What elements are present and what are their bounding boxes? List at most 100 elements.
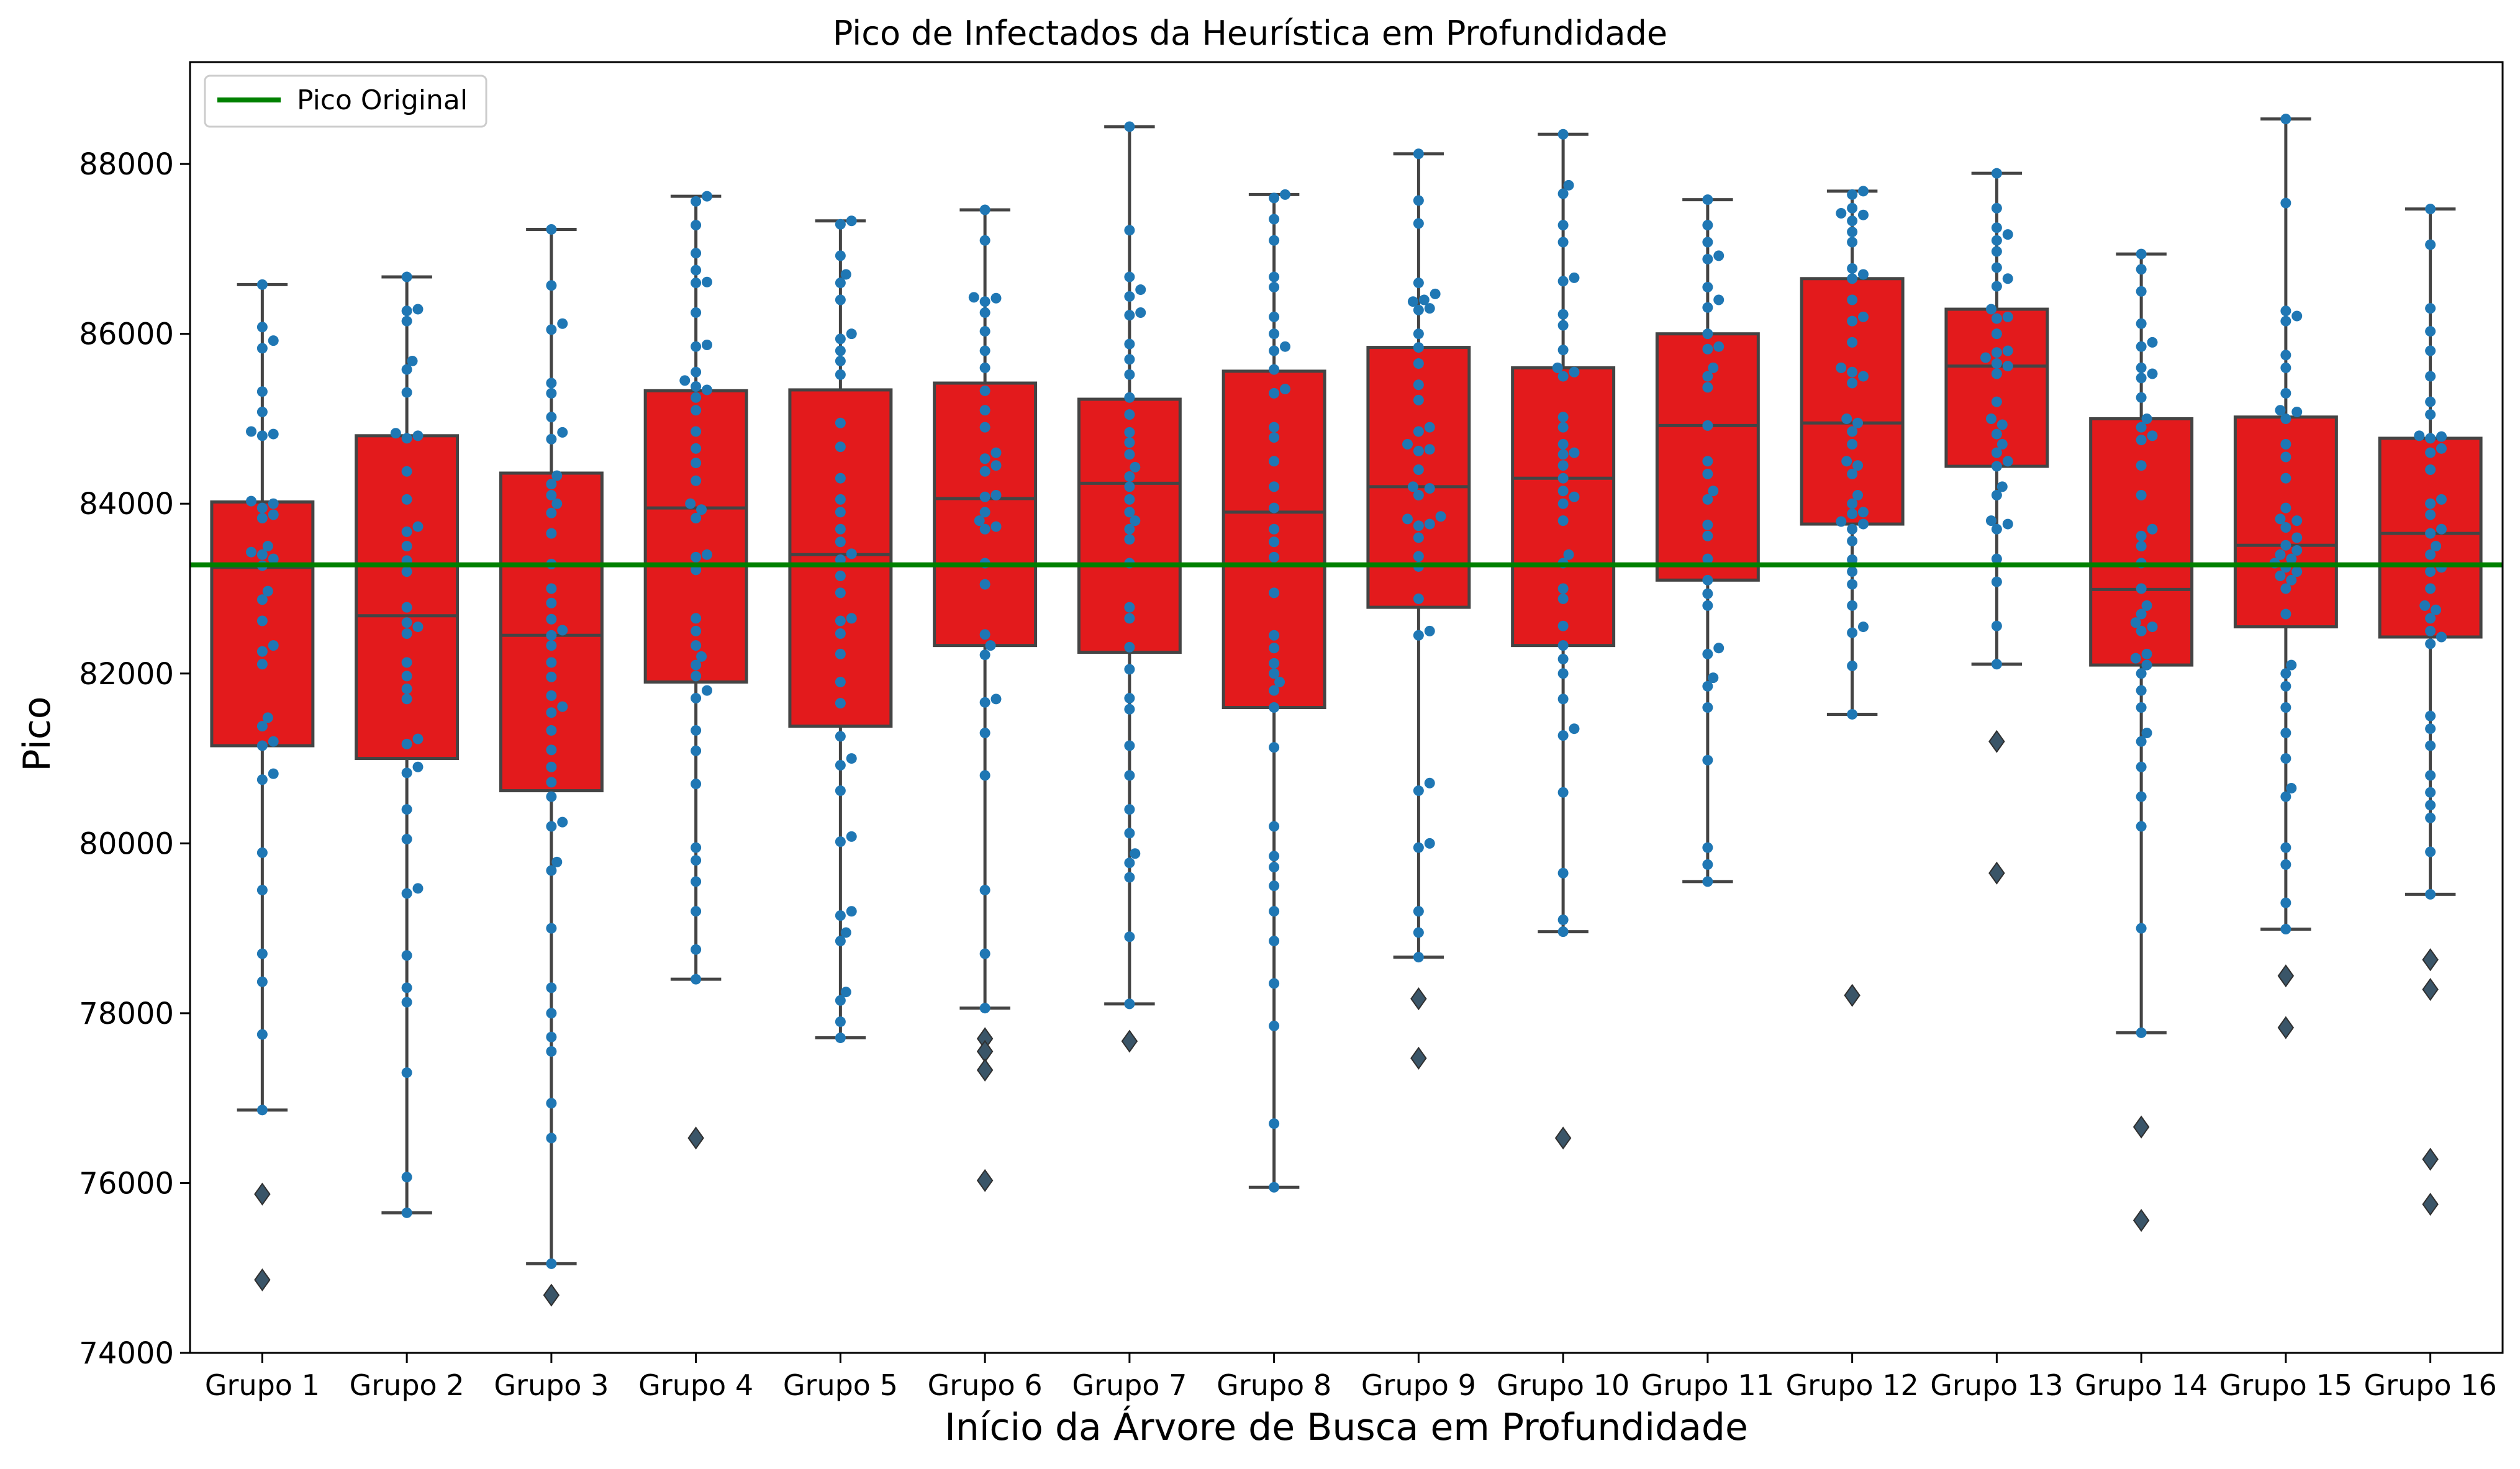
swarm-point xyxy=(1847,315,1858,327)
swarm-point xyxy=(412,430,424,441)
swarm-point xyxy=(1857,186,1869,197)
swarm-point xyxy=(2291,532,2303,543)
swarm-point xyxy=(1847,708,1858,720)
swarm-point xyxy=(1847,366,1858,377)
swarm-point xyxy=(1269,587,1280,599)
swarm-point xyxy=(256,976,268,987)
swarm-point xyxy=(256,659,268,670)
swarm-point xyxy=(1569,272,1580,283)
x-tick-label: Grupo 2 xyxy=(350,1368,465,1402)
swarm-point xyxy=(1708,486,1719,497)
swarm-point xyxy=(701,384,712,396)
swarm-point xyxy=(401,1207,412,1218)
swarm-point xyxy=(2130,653,2141,664)
swarm-point xyxy=(2141,648,2152,659)
swarm-point xyxy=(691,876,702,887)
swarm-point xyxy=(2425,710,2436,721)
swarm-point xyxy=(835,219,846,230)
swarm-point xyxy=(691,855,702,866)
swarm-point xyxy=(1424,838,1435,849)
swarm-point xyxy=(1702,237,1713,248)
swarm-point xyxy=(1269,192,1280,204)
swarm-point xyxy=(1135,284,1146,296)
swarm-point xyxy=(1124,409,1135,420)
swarm-point xyxy=(2280,387,2291,399)
swarm-point xyxy=(256,885,268,896)
swarm-point xyxy=(1124,523,1135,535)
swarm-point xyxy=(835,536,846,548)
swarm-point xyxy=(557,625,568,636)
swarm-point xyxy=(401,1172,412,1183)
swarm-point xyxy=(401,364,412,375)
swarm-point xyxy=(2436,443,2447,454)
swarm-point xyxy=(1124,664,1135,675)
swarm-point xyxy=(835,785,846,797)
swarm-point xyxy=(1702,468,1713,479)
swarm-point xyxy=(1269,536,1280,548)
swarm-point xyxy=(691,692,702,703)
swarm-point xyxy=(1424,422,1435,433)
swarm-point xyxy=(1402,513,1413,525)
swarm-point xyxy=(1124,271,1135,282)
swarm-point xyxy=(2002,456,2013,467)
boxes-layer xyxy=(210,117,2483,1265)
y-tick-label: 84000 xyxy=(79,487,174,522)
swarm-point xyxy=(1407,481,1418,492)
swarm-point xyxy=(1413,195,1424,206)
swarm-point xyxy=(1847,600,1858,611)
swarm-point xyxy=(691,307,702,318)
swarm-point xyxy=(1557,593,1569,604)
swarm-point xyxy=(401,997,412,1008)
swarm-point xyxy=(990,490,1002,501)
swarm-point xyxy=(546,640,557,651)
swarm-point xyxy=(835,676,846,687)
swarm-point xyxy=(1269,214,1280,225)
swarm-point xyxy=(1124,692,1135,703)
swarm-point xyxy=(1124,703,1135,715)
swarm-point xyxy=(2136,435,2147,446)
swarm-point xyxy=(835,369,846,380)
swarm-point xyxy=(2425,625,2436,636)
swarm-point xyxy=(546,507,557,518)
swarm-point xyxy=(256,594,268,605)
swarm-point xyxy=(2275,405,2286,416)
swarm-point xyxy=(979,649,990,661)
x-tick-label: Grupo 14 xyxy=(2075,1368,2208,1402)
swarm-point xyxy=(691,196,702,207)
swarm-point xyxy=(1847,202,1858,214)
swarm-point xyxy=(1413,148,1424,160)
swarm-point xyxy=(979,948,990,959)
swarm-point xyxy=(557,701,568,712)
swarm-point xyxy=(1702,382,1713,393)
swarm-point xyxy=(1702,876,1713,887)
swarm-point xyxy=(1991,659,2002,670)
swarm-point xyxy=(691,906,702,917)
swarm-point xyxy=(979,466,990,477)
box xyxy=(355,434,460,761)
swarm-point xyxy=(1269,821,1280,832)
swarm-point xyxy=(1557,654,1569,665)
swarm-point xyxy=(2280,859,2291,870)
swarm-point xyxy=(691,779,702,790)
swarm-point xyxy=(2002,229,2013,240)
swarm-point xyxy=(979,307,990,318)
swarm-point xyxy=(401,657,412,668)
swarm-point xyxy=(2280,413,2291,424)
swarm-point xyxy=(2136,541,2147,552)
swarm-point xyxy=(979,728,990,739)
swarm-point xyxy=(2425,638,2436,649)
swarm-point xyxy=(256,721,268,732)
swarm-point xyxy=(1708,362,1719,373)
swarm-point xyxy=(401,628,412,640)
swarm-point xyxy=(691,974,702,985)
swarm-point xyxy=(1269,328,1280,340)
swarm-point xyxy=(979,235,990,246)
swarm-point xyxy=(696,651,707,662)
swarm-point xyxy=(2280,728,2291,739)
swarm-point xyxy=(2425,846,2436,857)
swarm-point xyxy=(2436,431,2447,442)
swarm-point xyxy=(1557,220,1569,231)
swarm-point xyxy=(2280,315,2291,327)
swarm-point xyxy=(1269,502,1280,513)
